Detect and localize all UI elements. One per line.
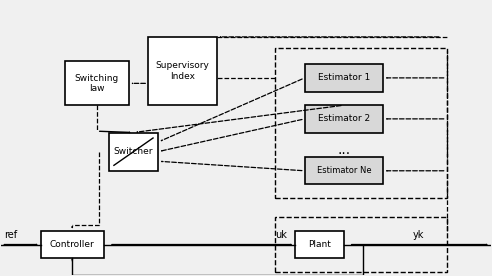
Text: Switcher: Switcher [114, 147, 153, 156]
Text: ref: ref [4, 230, 17, 240]
Text: Supervisory
Index: Supervisory Index [155, 61, 209, 81]
FancyBboxPatch shape [109, 132, 158, 171]
Text: Controller: Controller [50, 240, 94, 249]
Text: Plant: Plant [308, 240, 331, 249]
FancyBboxPatch shape [295, 231, 344, 258]
FancyBboxPatch shape [305, 105, 383, 132]
FancyBboxPatch shape [305, 157, 383, 184]
Text: ...: ... [338, 143, 350, 157]
FancyBboxPatch shape [40, 231, 104, 258]
Text: yk: yk [412, 230, 424, 240]
Text: uk: uk [276, 230, 287, 240]
FancyBboxPatch shape [148, 37, 216, 105]
FancyBboxPatch shape [305, 64, 383, 92]
Text: Estimator 1: Estimator 1 [318, 73, 370, 83]
FancyBboxPatch shape [65, 62, 128, 105]
Text: Switching
law: Switching law [75, 74, 119, 93]
Text: Estimator Ne: Estimator Ne [316, 166, 371, 175]
Text: Estimator 2: Estimator 2 [318, 114, 370, 123]
